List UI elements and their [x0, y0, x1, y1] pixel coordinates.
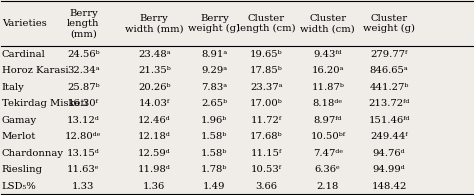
- Text: Cluster
weight (g): Cluster weight (g): [363, 14, 415, 33]
- Text: 9.43ᶠᵈ: 9.43ᶠᵈ: [313, 50, 342, 59]
- Text: Berry
width (mm): Berry width (mm): [125, 14, 183, 33]
- Text: Cardinal: Cardinal: [1, 50, 46, 59]
- Text: 12.59ᵈ: 12.59ᵈ: [138, 149, 171, 158]
- Text: 7.47ᵈᵉ: 7.47ᵈᵉ: [313, 149, 343, 158]
- Text: 12.18ᵈ: 12.18ᵈ: [138, 132, 171, 141]
- Text: Varieties: Varieties: [1, 19, 46, 28]
- Text: 2.18: 2.18: [317, 182, 339, 191]
- Text: Cluster
width (cm): Cluster width (cm): [301, 14, 355, 33]
- Text: 11.15ᶠ: 11.15ᶠ: [251, 149, 282, 158]
- Text: 16.30ᶠ: 16.30ᶠ: [68, 99, 99, 108]
- Text: Merlot: Merlot: [1, 132, 36, 141]
- Text: 9.29ᵃ: 9.29ᵃ: [201, 66, 228, 75]
- Text: 3.66: 3.66: [255, 182, 277, 191]
- Text: 20.26ᵇ: 20.26ᵇ: [138, 83, 171, 92]
- Text: 1.78ᵇ: 1.78ᵇ: [201, 165, 228, 174]
- Text: 11.87ᵇ: 11.87ᵇ: [311, 83, 344, 92]
- Text: 10.50ᵇᶠ: 10.50ᵇᶠ: [310, 132, 345, 141]
- Text: 8.97ᶠᵈ: 8.97ᶠᵈ: [313, 116, 342, 125]
- Text: 1.58ᵇ: 1.58ᵇ: [201, 132, 228, 141]
- Text: 23.37ᵃ: 23.37ᵃ: [250, 83, 283, 92]
- Text: 12.46ᵈ: 12.46ᵈ: [138, 116, 171, 125]
- Text: 32.34ᵃ: 32.34ᵃ: [67, 66, 100, 75]
- Text: Gamay: Gamay: [1, 116, 37, 125]
- Text: 1.36: 1.36: [143, 182, 165, 191]
- Text: 846.65ᵃ: 846.65ᵃ: [370, 66, 409, 75]
- Text: 1.33: 1.33: [72, 182, 95, 191]
- Text: 11.98ᵈ: 11.98ᵈ: [138, 165, 171, 174]
- Text: 13.15ᵈ: 13.15ᵈ: [67, 149, 100, 158]
- Text: 10.53ᶠ: 10.53ᶠ: [251, 165, 282, 174]
- Text: 1.49: 1.49: [203, 182, 226, 191]
- Text: 279.77ᶠ: 279.77ᶠ: [371, 50, 408, 59]
- Text: Tekirdag Misketi: Tekirdag Misketi: [1, 99, 87, 108]
- Text: 2.65ᵇ: 2.65ᵇ: [201, 99, 228, 108]
- Text: 8.91ᵃ: 8.91ᵃ: [201, 50, 228, 59]
- Text: 13.12ᵈ: 13.12ᵈ: [67, 116, 100, 125]
- Text: 11.72ᶠ: 11.72ᶠ: [251, 116, 282, 125]
- Text: 148.42: 148.42: [372, 182, 407, 191]
- Text: Chardonnay: Chardonnay: [1, 149, 64, 158]
- Text: 12.80ᵈᵉ: 12.80ᵈᵉ: [65, 132, 101, 141]
- Text: LSD₅%: LSD₅%: [1, 182, 36, 191]
- Text: 1.58ᵇ: 1.58ᵇ: [201, 149, 228, 158]
- Text: 249.44ᶠ: 249.44ᶠ: [370, 132, 408, 141]
- Text: 17.00ᵇ: 17.00ᵇ: [250, 99, 283, 108]
- Text: 11.63ᵉ: 11.63ᵉ: [67, 165, 100, 174]
- Text: Italy: Italy: [1, 83, 24, 92]
- Text: 94.99ᵈ: 94.99ᵈ: [373, 165, 406, 174]
- Text: 19.65ᵇ: 19.65ᵇ: [250, 50, 283, 59]
- Text: 8.18ᵈᵉ: 8.18ᵈᵉ: [313, 99, 343, 108]
- Text: 24.56ᵇ: 24.56ᵇ: [67, 50, 100, 59]
- Text: 17.85ᵇ: 17.85ᵇ: [250, 66, 283, 75]
- Text: 16.20ᵃ: 16.20ᵃ: [311, 66, 344, 75]
- Text: Berry
weight (g): Berry weight (g): [188, 14, 240, 33]
- Text: 7.83ᵃ: 7.83ᵃ: [201, 83, 228, 92]
- Text: Riesling: Riesling: [1, 165, 43, 174]
- Text: Horoz Karasi: Horoz Karasi: [1, 66, 68, 75]
- Text: Berry
length
(mm): Berry length (mm): [67, 9, 100, 38]
- Text: 94.76ᵈ: 94.76ᵈ: [373, 149, 405, 158]
- Text: 21.35ᵇ: 21.35ᵇ: [138, 66, 171, 75]
- Text: 6.36ᵉ: 6.36ᵉ: [315, 165, 341, 174]
- Text: Cluster
length (cm): Cluster length (cm): [237, 14, 296, 33]
- Text: 213.72ᶠᵈ: 213.72ᶠᵈ: [368, 99, 410, 108]
- Text: 1.96ᵇ: 1.96ᵇ: [201, 116, 228, 125]
- Text: 25.87ᵇ: 25.87ᵇ: [67, 83, 100, 92]
- Text: 441.27ᵇ: 441.27ᵇ: [370, 83, 409, 92]
- Text: 17.68ᵇ: 17.68ᵇ: [250, 132, 283, 141]
- Text: 23.48ᵃ: 23.48ᵃ: [138, 50, 171, 59]
- Text: 151.46ᶠᵈ: 151.46ᶠᵈ: [368, 116, 410, 125]
- Text: 14.03ᶠ: 14.03ᶠ: [139, 99, 170, 108]
